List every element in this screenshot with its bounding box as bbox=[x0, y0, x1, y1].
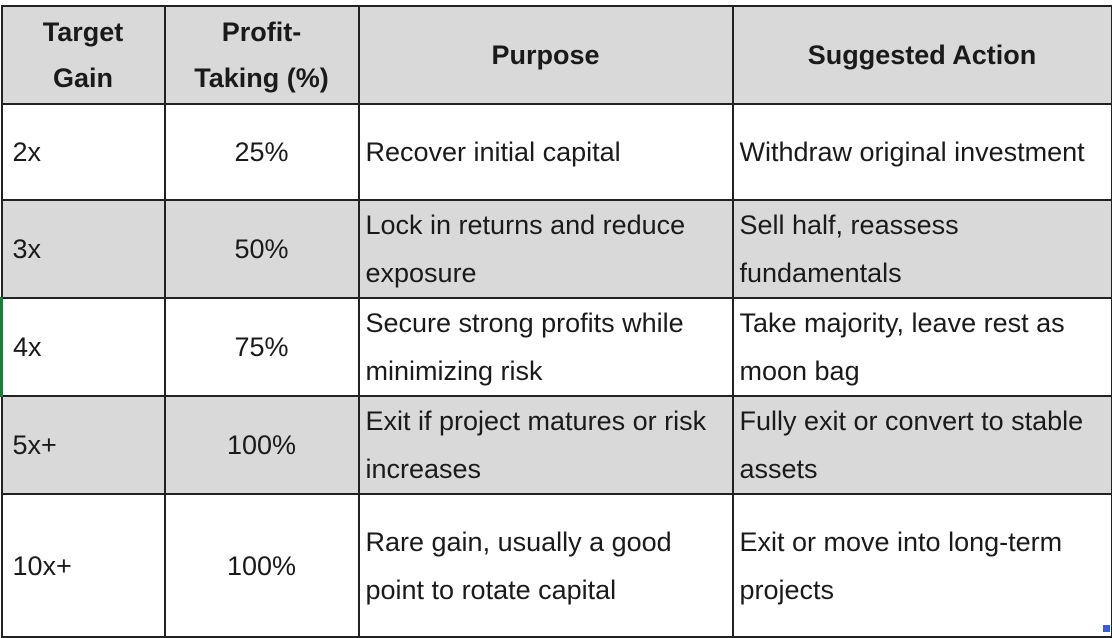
cell-pct[interactable]: 100% bbox=[163, 395, 360, 495]
header-target-gain[interactable]: Target Gain bbox=[0, 5, 166, 105]
cell-purpose[interactable]: Rare gain, usually a good point to rotat… bbox=[357, 493, 734, 638]
cell-gain[interactable]: 4x bbox=[0, 297, 166, 397]
cell-action[interactable]: Take majority, leave rest as moon bag bbox=[731, 297, 1112, 397]
cell-purpose[interactable]: Lock in returns and reduce exposure bbox=[357, 199, 734, 299]
header-profit-taking[interactable]: Profit- Taking (%) bbox=[163, 5, 360, 105]
resize-handle[interactable] bbox=[1103, 625, 1110, 632]
cell-pct[interactable]: 100% bbox=[163, 493, 360, 638]
cell-pct[interactable]: 25% bbox=[163, 103, 360, 201]
cell-purpose[interactable]: Secure strong profits while minimizing r… bbox=[357, 297, 734, 397]
header-row: Target Gain Profit- Taking (%) Purpose Sug… bbox=[0, 5, 1112, 105]
cell-gain[interactable]: 3x bbox=[0, 199, 166, 299]
profit-taking-table: Target Gain Profit- Taking (%) Purpose Sug… bbox=[0, 5, 1112, 638]
header-suggested-action[interactable]: Suggested Action bbox=[731, 5, 1112, 105]
table-row: 2x 25% Recover initial capital Withdraw … bbox=[0, 103, 1112, 201]
cell-action[interactable]: Exit or move into long-term projects bbox=[731, 493, 1112, 638]
cell-gain[interactable]: 2x bbox=[0, 103, 166, 201]
table-row: 5x+ 100% Exit if project matures or risk… bbox=[0, 395, 1112, 495]
cell-action[interactable]: Withdraw original investment bbox=[731, 103, 1112, 201]
table-row: 3x 50% Lock in returns and reduce exposu… bbox=[0, 199, 1112, 299]
table-row: 4x 75% Secure strong profits while minim… bbox=[0, 297, 1112, 397]
cell-gain[interactable]: 10x+ bbox=[0, 493, 166, 638]
cell-purpose[interactable]: Recover initial capital bbox=[357, 103, 734, 201]
cell-action[interactable]: Sell half, reassess fundamentals bbox=[731, 199, 1112, 299]
header-purpose[interactable]: Purpose bbox=[357, 5, 734, 105]
cell-purpose[interactable]: Exit if project matures or risk increase… bbox=[357, 395, 734, 495]
cell-pct[interactable]: 50% bbox=[163, 199, 360, 299]
cell-gain[interactable]: 5x+ bbox=[0, 395, 166, 495]
table-row: 10x+ 100% Rare gain, usually a good poin… bbox=[0, 493, 1112, 638]
cell-pct[interactable]: 75% bbox=[163, 297, 360, 397]
cell-action[interactable]: Fully exit or convert to stable assets bbox=[731, 395, 1112, 495]
